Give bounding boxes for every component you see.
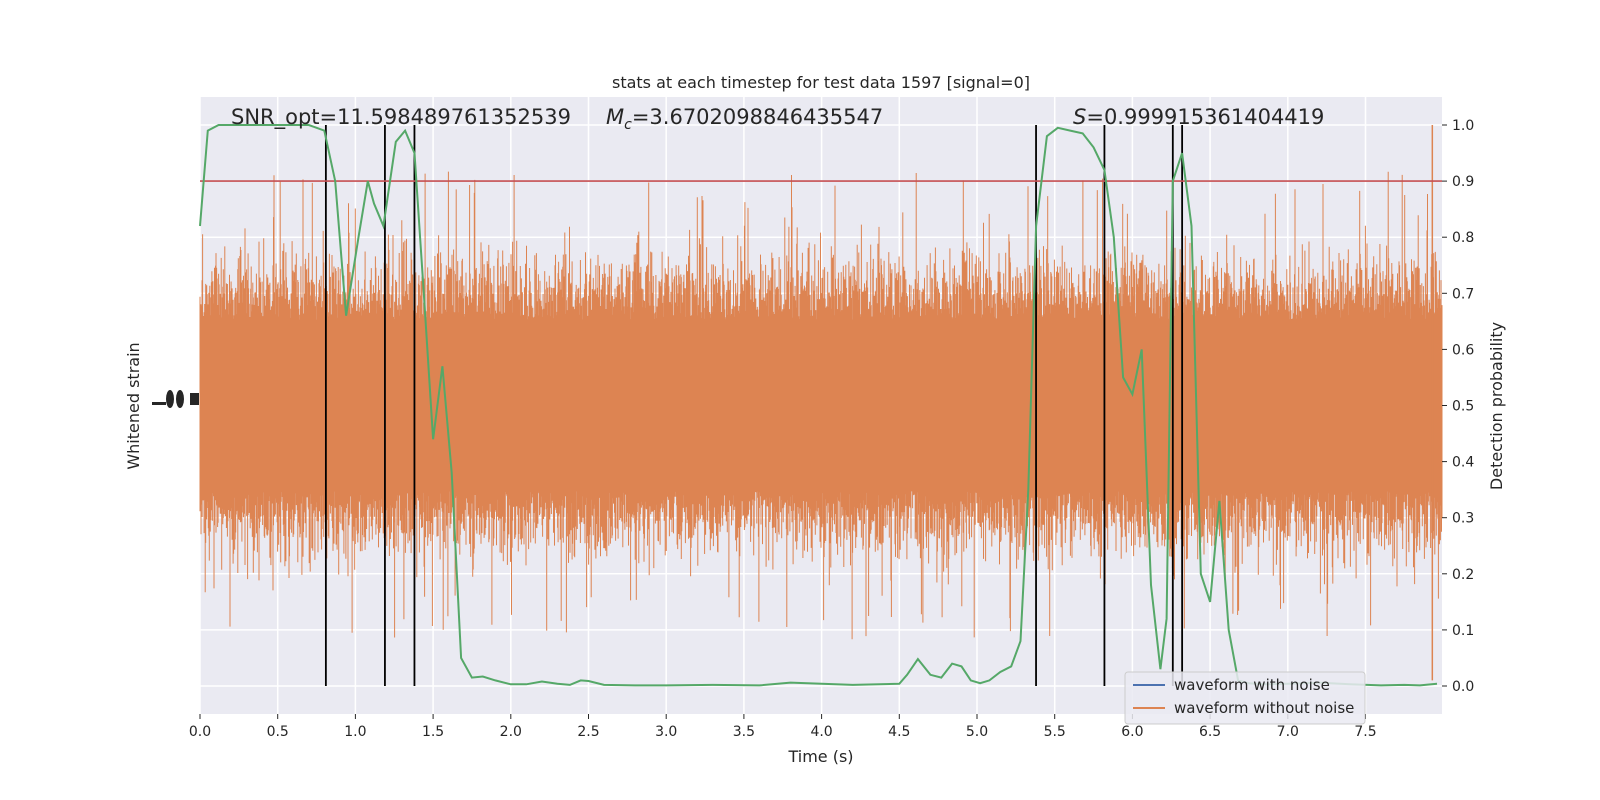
legend-label-with-noise: waveform with noise <box>1174 676 1330 694</box>
s-symbol: S <box>1073 105 1086 129</box>
detection-probability-line <box>199 124 1438 687</box>
waveform-without-noise-trace <box>199 125 1443 681</box>
s-annotation: S=0.999915361404419 <box>1073 105 1324 129</box>
x-tick-label: 4.5 <box>888 724 910 740</box>
x-tick-label: 3.5 <box>733 724 755 740</box>
x-tick-label: 2.0 <box>500 724 522 740</box>
x-tick-label: 0.5 <box>267 724 289 740</box>
x-tick-label: 1.0 <box>344 724 366 740</box>
x-tick-label: 2.5 <box>577 724 599 740</box>
x-tick-label: 5.5 <box>1044 724 1066 740</box>
snr-annotation: SNR_opt=11.598489761352539 <box>231 105 571 130</box>
y-tick-label: 0.9 <box>1452 174 1474 190</box>
y-tick-label: 0.2 <box>1452 567 1474 583</box>
x-tick-label: 7.5 <box>1354 724 1376 740</box>
noise-envelope-path <box>199 171 1443 640</box>
x-tick-label: 7.0 <box>1277 724 1299 740</box>
left-axis-label: Whitened strain <box>124 342 143 469</box>
mc-value: =3.6702098846435547 <box>632 105 883 129</box>
x-tick-label: 3.0 <box>655 724 677 740</box>
y-tick-label: 0.3 <box>1452 511 1474 527</box>
y-tick-label: 0.7 <box>1452 286 1474 302</box>
x-tick-label: 6.0 <box>1121 724 1143 740</box>
x-axis-ticks: 0.0 0.5 1.0 1.5 2.0 2.5 3.0 3.5 4.0 4.5 5.0 5.5 6.0 6… <box>189 714 1377 740</box>
x-tick-label: 1.5 <box>422 724 444 740</box>
legend: waveform with noise waveform without noi… <box>1124 671 1366 725</box>
s-value: =0.999915361404419 <box>1086 105 1324 129</box>
right-axis-label: Detection probability <box>1487 322 1506 490</box>
y-tick-label: 0.8 <box>1452 230 1474 246</box>
y-tick-label: 0.1 <box>1452 623 1474 639</box>
legend-box <box>1124 671 1366 725</box>
mc-subscript: c <box>624 117 632 133</box>
chart-title: stats at each timestep for test data 159… <box>612 73 1030 92</box>
y-tick-label: 0.6 <box>1452 342 1474 358</box>
y-tick-label: 1.0 <box>1452 118 1474 134</box>
x-tick-label: 4.0 <box>810 724 832 740</box>
y-tick-label: 0.0 <box>1452 679 1474 695</box>
x-axis-label: Time (s) <box>787 747 853 766</box>
y-tick-label: 0.5 <box>1452 399 1474 415</box>
mc-annotation: Mc=3.6702098846435547 <box>606 105 883 133</box>
right-axis-ticks: 0.0 0.1 0.2 0.3 0.4 0.5 0.6 0.7 0.8 0.9 1.0 <box>1442 118 1474 695</box>
left-axis-collapsed-ticks <box>152 390 199 408</box>
y-tick-label: 0.4 <box>1452 455 1474 471</box>
x-tick-label: 5.0 <box>966 724 988 740</box>
x-tick-label: 0.0 <box>189 724 211 740</box>
legend-label-without-noise: waveform without noise <box>1174 699 1354 717</box>
mc-symbol: M <box>606 105 624 129</box>
x-tick-label: 6.5 <box>1199 724 1221 740</box>
